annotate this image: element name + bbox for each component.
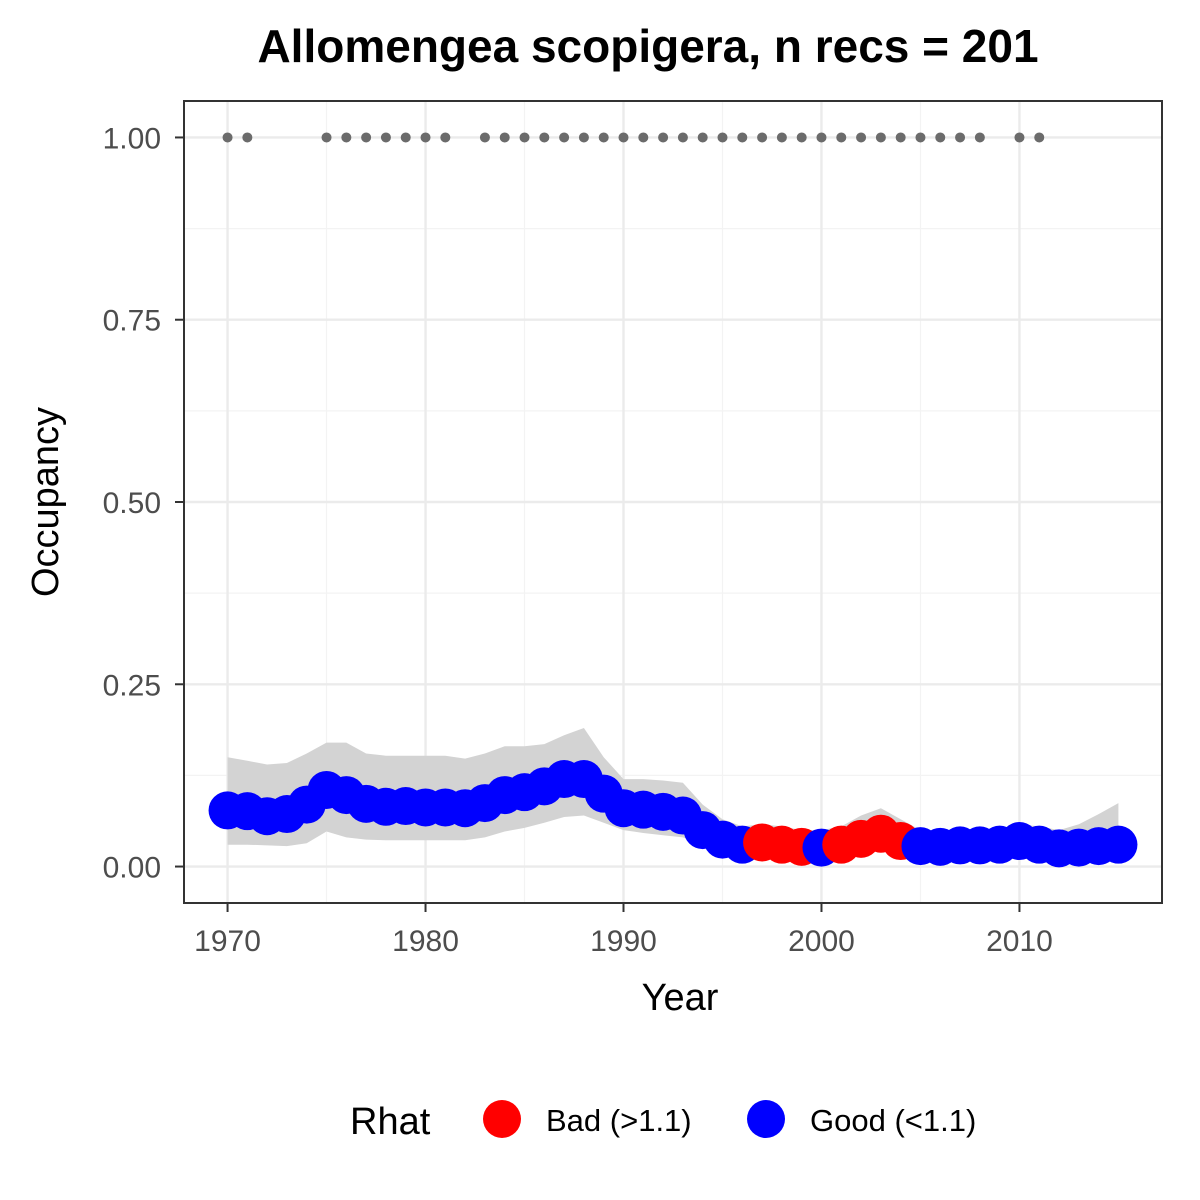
record-dot bbox=[737, 132, 748, 143]
record-dot bbox=[519, 132, 530, 143]
record-dot bbox=[361, 132, 372, 143]
record-dot bbox=[935, 132, 946, 143]
legend-label-good: Good (<1.1) bbox=[810, 1103, 976, 1138]
x-tick-label: 1990 bbox=[590, 925, 657, 958]
record-dot bbox=[242, 132, 253, 143]
record-dot bbox=[836, 132, 847, 143]
y-tick-label: 1.00 bbox=[103, 122, 161, 155]
x-tick-label: 2010 bbox=[986, 925, 1053, 958]
x-axis-title: Year bbox=[642, 977, 719, 1019]
x-tick-label: 2000 bbox=[788, 925, 855, 958]
y-tick-label: 0.50 bbox=[103, 487, 161, 520]
x-tick-label: 1980 bbox=[392, 925, 459, 958]
legend-title: Rhat bbox=[350, 1101, 431, 1143]
record-dot bbox=[479, 132, 490, 143]
record-dot bbox=[875, 132, 886, 143]
record-dot bbox=[697, 132, 708, 143]
record-dot bbox=[539, 132, 550, 143]
record-dot bbox=[440, 132, 451, 143]
record-dot bbox=[677, 132, 688, 143]
record-dot bbox=[757, 132, 768, 143]
record-dot bbox=[895, 132, 906, 143]
x-tick-label: 1970 bbox=[194, 925, 261, 958]
record-dot bbox=[321, 132, 332, 143]
record-dot bbox=[578, 132, 589, 143]
record-dot bbox=[776, 132, 787, 143]
legend-key-good bbox=[747, 1100, 785, 1138]
legend-key-bad bbox=[483, 1100, 521, 1138]
record-dot bbox=[856, 132, 867, 143]
record-dot bbox=[974, 132, 985, 143]
record-dot bbox=[1014, 132, 1025, 143]
legend-label-bad: Bad (>1.1) bbox=[546, 1103, 692, 1138]
record-dot bbox=[796, 132, 807, 143]
record-dots-layer bbox=[222, 132, 1045, 143]
record-dot bbox=[341, 132, 352, 143]
record-dot bbox=[559, 132, 570, 143]
record-dot bbox=[222, 132, 233, 143]
chart-title: Allomengea scopigera, n recs = 201 bbox=[257, 20, 1038, 72]
record-dot bbox=[816, 132, 827, 143]
record-dot bbox=[420, 132, 431, 143]
y-tick-label: 0.00 bbox=[103, 852, 161, 885]
record-dot bbox=[717, 132, 728, 143]
y-axis-title: Occupancy bbox=[25, 407, 67, 597]
record-dot bbox=[638, 132, 649, 143]
record-dot bbox=[499, 132, 510, 143]
record-dot bbox=[658, 132, 669, 143]
record-dot bbox=[915, 132, 926, 143]
y-tick-label: 0.25 bbox=[103, 669, 161, 702]
grid-major bbox=[184, 101, 1162, 903]
y-axis: 0.00 0.25 0.50 0.75 1.00 bbox=[103, 122, 184, 885]
record-dot bbox=[618, 132, 629, 143]
x-axis: 1970 1980 1990 2000 2010 bbox=[194, 903, 1053, 958]
record-dot bbox=[1034, 132, 1045, 143]
record-dot bbox=[400, 132, 411, 143]
record-dot bbox=[598, 132, 609, 143]
record-dot bbox=[955, 132, 966, 143]
occupancy-points-layer bbox=[208, 760, 1138, 868]
record-dot bbox=[380, 132, 391, 143]
y-tick-label: 0.75 bbox=[103, 305, 161, 338]
occupancy-point-good bbox=[1099, 825, 1138, 864]
legend: Rhat Bad (>1.1) Good (<1.1) bbox=[350, 1100, 976, 1143]
